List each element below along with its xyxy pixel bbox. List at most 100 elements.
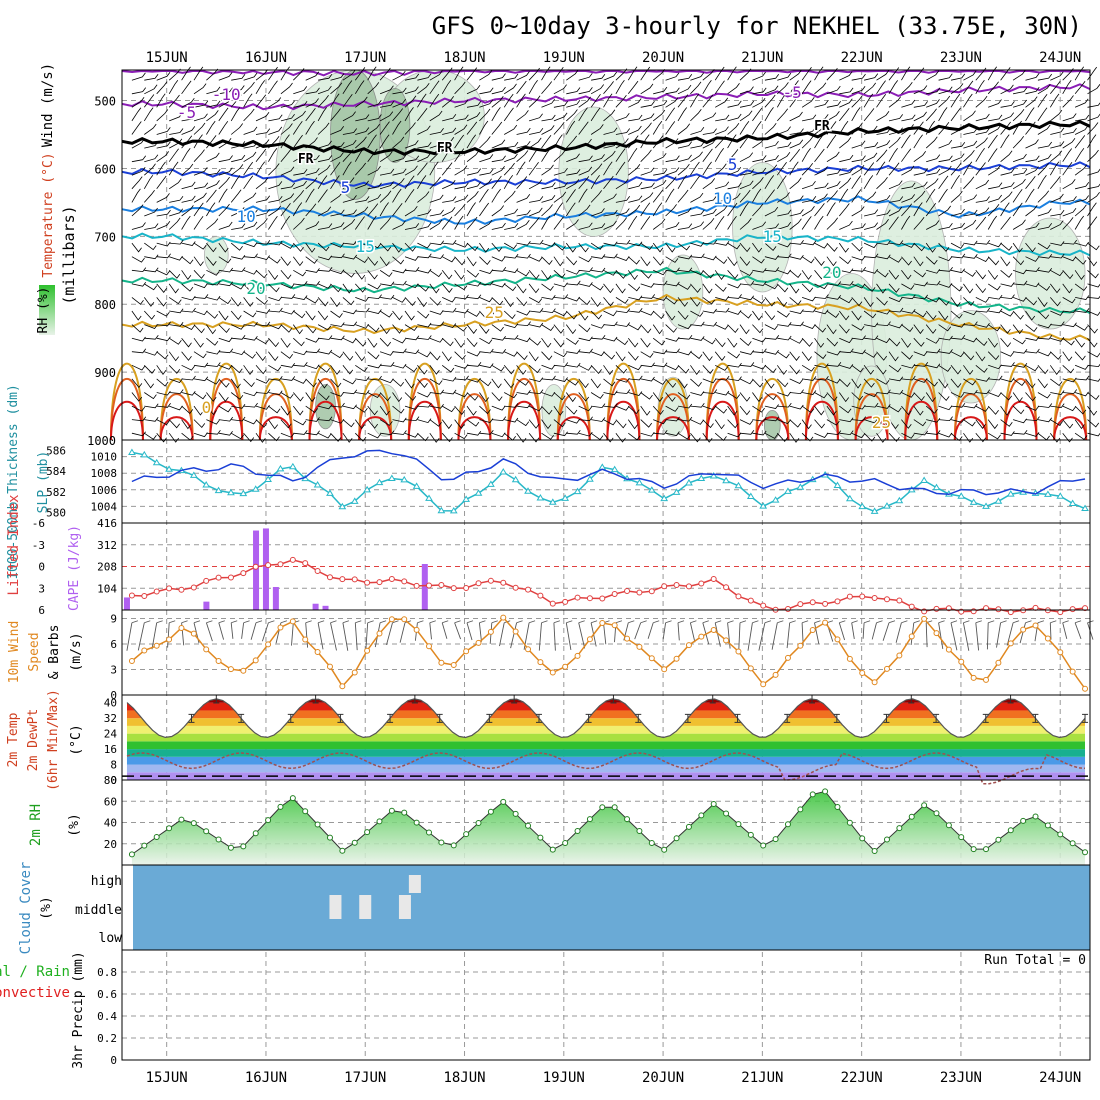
wind-barb [764, 378, 775, 389]
wind-barb [1087, 84, 1100, 95]
wind-barb [913, 242, 926, 252]
wind-barb [504, 334, 519, 340]
rh-marker [512, 810, 519, 817]
wind-barb [839, 280, 854, 286]
wind-barb [516, 269, 530, 277]
wind-barb-10m-flag [541, 620, 548, 624]
wind-barb [491, 310, 502, 321]
top-date-label: 24JUN [1039, 50, 1081, 66]
wind-barb-10m-flag [690, 620, 697, 624]
wind-barb [454, 432, 468, 440]
rh-marker [1044, 822, 1051, 829]
wind-barb [578, 364, 592, 371]
wind-barb [144, 141, 159, 149]
wind-barb [615, 80, 625, 95]
wind-barb [1000, 84, 1014, 95]
wind-barb [851, 364, 864, 373]
slp-line-marker [227, 488, 235, 496]
wind-barb [144, 84, 158, 95]
wind-barb [404, 416, 420, 422]
wind-barb [230, 310, 242, 321]
wind-barb [466, 294, 482, 300]
wind-barb [938, 95, 951, 108]
rh-marker [562, 839, 569, 846]
wind-barb-10m [962, 622, 970, 651]
slp-line-marker [957, 492, 966, 499]
wind-barb [404, 223, 420, 230]
minmax-errorbar [1082, 713, 1089, 723]
wind-barb [863, 175, 874, 190]
wind-barb [528, 179, 543, 190]
wind-barb [615, 128, 631, 135]
wind-speed-line-marker [685, 642, 692, 649]
wind-barb [392, 242, 403, 253]
isotherm-label: 5 [728, 155, 738, 174]
wind-barb [280, 215, 291, 230]
wind-barb [677, 84, 692, 95]
wind-barb [466, 84, 481, 95]
wind-barb [1062, 161, 1073, 176]
wind-barb-10m-flag [305, 620, 312, 624]
wind-barb [541, 270, 552, 280]
wind-barb [466, 216, 478, 230]
wind-barb [1087, 324, 1098, 334]
lifted-index-line-marker [586, 595, 593, 602]
wind-barb [590, 310, 603, 320]
wind-barb [876, 337, 890, 344]
wind-barb [528, 137, 542, 149]
wind-barb [727, 166, 742, 176]
wind-barb [603, 220, 617, 230]
isotherm-label: FR [298, 152, 314, 167]
wind-barb [293, 350, 308, 356]
wind-barb [392, 136, 405, 149]
wind-barb [280, 324, 293, 333]
wind-barb [702, 337, 716, 345]
wind-barb [839, 417, 854, 423]
wind-barb [466, 256, 477, 267]
pressure-tick-label: 500 [94, 95, 116, 109]
wind-barb [293, 337, 305, 347]
wind-barb [429, 310, 444, 315]
wind-barb [652, 189, 664, 203]
wind-barb [826, 362, 842, 367]
wind-barb [479, 99, 494, 108]
boundary-layer-contour [308, 377, 343, 441]
cape-bar [123, 597, 130, 610]
wind-barb [206, 324, 217, 335]
wind-barb [926, 87, 941, 95]
wind-barb [913, 217, 925, 230]
wind-barb [131, 176, 143, 190]
wind-barb [603, 310, 617, 317]
wind-barb [876, 240, 891, 246]
wind-barb [206, 310, 219, 319]
wind-speed-line-marker [599, 619, 606, 626]
wind-barb [355, 307, 370, 313]
wind-barb [851, 432, 866, 439]
wind-barb-10m [747, 622, 753, 651]
wind-barb [988, 392, 1002, 397]
wind-barb [665, 188, 675, 203]
wind-barb [777, 82, 789, 95]
wind-barb [243, 192, 257, 203]
wind-barb [429, 254, 444, 259]
rh-marker [289, 795, 296, 802]
wind-barb [851, 255, 866, 261]
wind-barb [330, 82, 343, 95]
wind-barb [801, 432, 814, 442]
wind-barb [851, 206, 865, 217]
wind-barb-10m-flag [231, 620, 238, 624]
wind-barb [653, 419, 667, 425]
wind-barb [578, 96, 591, 108]
wind-barb [603, 403, 618, 408]
isotherm-line [121, 232, 1091, 257]
wind-barb [504, 392, 518, 399]
top-date-label: 21JUN [741, 50, 783, 66]
wind-barb [479, 405, 491, 415]
wind-speed-line-marker [624, 635, 631, 642]
wind-barb [305, 221, 320, 230]
wind-barb [851, 73, 866, 81]
wind-barb [690, 81, 702, 95]
wind-barb [441, 270, 453, 280]
wind-barb [665, 337, 680, 342]
wind-speed-line-marker [995, 659, 1002, 666]
